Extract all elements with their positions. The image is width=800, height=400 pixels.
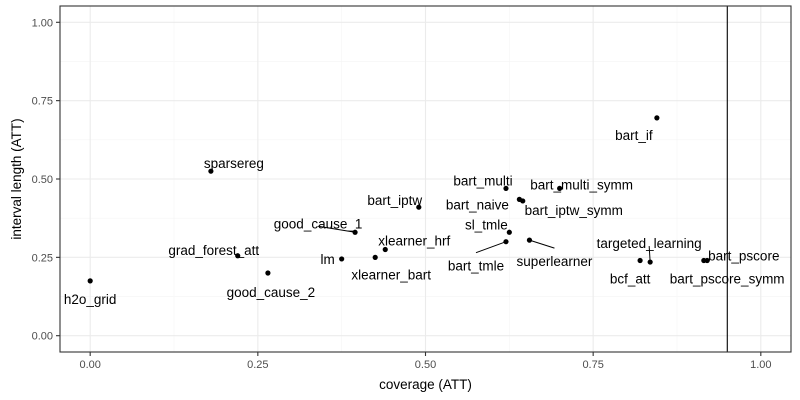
point-bart-tmle <box>503 239 509 245</box>
point-grad-forest-att <box>235 253 241 259</box>
label-lm: lm <box>321 252 335 267</box>
point-xlearner-bart <box>372 254 378 260</box>
label-xlearner-hrf: xlearner_hrf <box>378 234 450 249</box>
point-sl-tmle <box>506 229 512 235</box>
point-bart-pscore-symm <box>704 257 710 264</box>
point-bart-multi <box>503 185 509 192</box>
point-superlearner <box>526 237 533 243</box>
point-bart-iptw-symm <box>520 198 526 204</box>
label-bart-pscore-symm: bart_pscore_symm <box>670 271 785 286</box>
x-tick-label: 0.00 <box>79 359 100 371</box>
label-sparsereg: sparsereg <box>204 156 264 171</box>
point-bart-multi-symm <box>557 185 563 192</box>
label-grad-forest-att: grad_forest_att <box>168 243 259 258</box>
leader-superlearner <box>529 239 555 249</box>
x-axis-title: coverage (ATT) <box>379 377 472 392</box>
x-tick-label: 0.25 <box>247 359 268 371</box>
label-bart-naive: bart_naive <box>446 197 509 212</box>
label-bart-multi: bart_multi <box>453 173 512 188</box>
point-labels: h2o_grid sparsereg grad_forest_att good_cau… <box>64 128 785 307</box>
label-good-cause-2: good_cause_2 <box>227 285 316 300</box>
y-tick-label: 0.00 <box>32 331 53 343</box>
point-bart-if <box>654 115 660 121</box>
label-h2o-grid: h2o_grid <box>64 292 117 307</box>
label-bart-iptw: bart_iptw <box>367 193 422 208</box>
x-tick-label: 0.50 <box>415 359 436 371</box>
y-axis: 0.00 0.25 0.50 0.75 1.00 <box>32 17 60 343</box>
x-axis: 0.00 0.25 0.50 0.75 1.00 <box>79 352 772 371</box>
y-tick-label: 0.75 <box>32 96 53 108</box>
y-axis-title: interval length (ATT) <box>9 118 24 239</box>
label-sl-tmle: sl_tmle <box>465 217 508 232</box>
label-bart-iptw-symm: bart_iptw_symm <box>525 203 623 218</box>
label-good-cause-1: good_cause_1 <box>274 216 363 231</box>
leader-bart-tmle <box>475 241 507 254</box>
point-sparsereg <box>208 168 214 174</box>
label-bart-multi-symm: bart_multi_symm <box>530 177 633 192</box>
label-xlearner-bart: xlearner_bart <box>351 267 431 282</box>
point-targeted-learning <box>647 259 653 265</box>
leader-targeted-learning <box>648 246 651 263</box>
point-h2o-grid <box>87 278 93 284</box>
y-tick-label: 0.50 <box>32 174 53 186</box>
point-lm <box>339 256 345 262</box>
leader-good-cause-1 <box>318 225 356 233</box>
label-bart-tmle: bart_tmle <box>448 259 504 274</box>
label-bcf-att: bcf_att <box>610 271 651 286</box>
label-bart-if: bart_if <box>615 128 653 143</box>
data-points <box>87 115 710 284</box>
point-xlearner-hrf <box>382 246 388 253</box>
label-bart-pscore: bart_pscore <box>708 248 779 263</box>
label-leaders <box>318 225 651 263</box>
point-bcf-att <box>637 257 643 264</box>
y-tick-label: 0.25 <box>32 252 53 264</box>
point-bart-iptw <box>416 204 422 210</box>
grid <box>60 6 791 352</box>
point-good-cause-2 <box>265 270 271 276</box>
label-superlearner: superlearner <box>517 254 593 269</box>
y-tick-label: 1.00 <box>32 17 53 29</box>
label-targeted-learning: targeted_learning <box>597 236 702 251</box>
x-tick-label: 0.75 <box>582 359 603 371</box>
point-good-cause-1 <box>352 229 358 235</box>
x-tick-label: 1.00 <box>750 359 771 371</box>
